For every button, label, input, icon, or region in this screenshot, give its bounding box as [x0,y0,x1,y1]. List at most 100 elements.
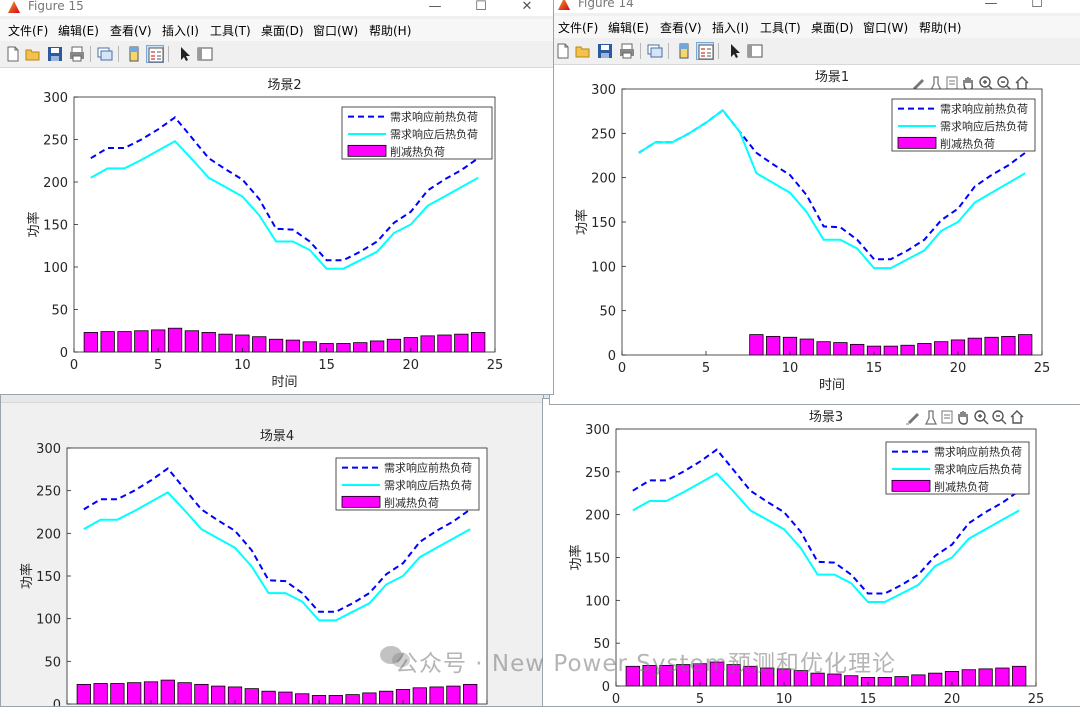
zoom-out-icon[interactable] [991,409,1007,427]
y-tick-label: 300 [585,423,610,438]
menu-item-2[interactable]: 查看(V) [110,24,152,38]
legend-swatch-bar [897,136,937,149]
reduction-bar [278,691,293,705]
menu-item-7[interactable]: 帮助(H) [369,24,412,38]
menu-bar: 文件(F) 编辑(E) 查看(V) 插入(I) 工具(T) 桌面(D) 窗口(W) 帮助(H) [550,16,1080,38]
reduction-bar [268,338,284,353]
y-tick-label: 200 [591,172,616,187]
series-line-before [632,448,1020,595]
menu-item-3[interactable]: 插入(I) [712,21,749,35]
reduction-bar [211,685,226,705]
zoom-in-icon[interactable] [973,409,989,427]
plot-tools-icon[interactable] [746,42,764,60]
title-bar[interactable]: Figure 15 — ☐ ✕ [0,0,553,16]
pan-hand-icon[interactable] [955,409,971,427]
text-edit-icon[interactable] [939,409,955,427]
menu-item-4[interactable]: 工具(T) [210,24,251,38]
y-tick-label: 100 [43,261,68,276]
reduction-bar [117,331,132,353]
y-tick-label: 100 [591,260,616,275]
print-icon[interactable] [618,42,636,60]
plot-tools-icon[interactable] [196,45,214,63]
open-folder-icon[interactable] [574,42,592,60]
legend-icon[interactable] [696,42,714,60]
reduction-bar [201,332,216,353]
minimize-button[interactable]: — [984,0,998,11]
minimize-button[interactable]: — [428,0,442,14]
reduction-bar [160,679,175,705]
colorbar-icon[interactable] [675,42,693,60]
reduction-bar [369,340,385,353]
reduction-bar [83,332,98,353]
chart-title: 场景4 [260,429,294,444]
y-tick-label: 300 [591,83,616,98]
maximize-button[interactable]: ☐ [475,0,487,14]
maximize-button[interactable]: ☐ [1031,0,1043,11]
menu-item-4[interactable]: 工具(T) [760,21,801,35]
link-plot-icon[interactable] [96,45,114,63]
save-disk-icon[interactable] [46,45,64,63]
reduction-bar [412,687,427,705]
zoom-in-icon[interactable] [978,75,994,93]
menu-item-6[interactable]: 窗口(W) [863,21,909,35]
toolbar-separator [640,43,641,59]
y-tick-label: 150 [43,219,68,234]
pointer-arrow-icon[interactable] [726,42,744,60]
y-tick-label: 150 [591,216,616,231]
x-tick-label: 15 [866,361,883,376]
reduction-bar [134,330,149,353]
brush-icon[interactable] [905,409,921,427]
pointer-arrow-icon[interactable] [176,45,194,63]
menu-item-2[interactable]: 查看(V) [660,21,702,35]
save-disk-icon[interactable] [596,42,614,60]
x-tick-label: 10 [782,361,799,376]
link-plot-icon[interactable] [646,42,664,60]
title-bar[interactable]: Figure 14 — ☐ [550,0,1080,13]
menu-item-7[interactable]: 帮助(H) [919,21,962,35]
menu-item-0[interactable]: 文件(F) [8,24,49,38]
pan-hand-icon[interactable] [960,75,976,93]
reduction-bar [167,327,183,353]
reduction-bar [1012,665,1027,687]
legend-label: 需求响应前热负荷 [934,445,1022,459]
colorbar-icon[interactable] [125,45,143,63]
menu-item-3[interactable]: 插入(I) [162,24,199,38]
reduction-bar [328,695,343,705]
open-folder-icon[interactable] [24,45,42,63]
reduction-bar [244,688,259,705]
y-tick-label: 100 [585,594,610,609]
x-tick-label: 25 [1028,692,1045,706]
menu-item-1[interactable]: 编辑(E) [58,24,99,38]
legend-icon[interactable] [146,45,164,63]
toolbar-separator [668,43,669,59]
data-tip-icon[interactable] [923,409,939,427]
y-tick-label: 50 [599,305,616,320]
reduction-bar [252,336,267,353]
chart-scene-1: 0 5 10 15 20 25050100150200250300场景1时间功率需求响应前… [574,70,1050,393]
menu-item-6[interactable]: 窗口(W) [313,24,359,38]
home-icon[interactable] [1009,409,1025,427]
reduction-bar [302,341,317,353]
y-tick-label: 50 [44,655,61,670]
menu-item-1[interactable]: 编辑(E) [608,21,649,35]
toolbar-separator [90,46,91,62]
x-tick-label: 0 [612,692,620,706]
x-tick-label: 10 [234,358,251,373]
reduction-bar [894,676,909,687]
reduction-bar [93,683,108,705]
menu-item-5[interactable]: 桌面(D) [811,21,854,35]
print-icon[interactable] [68,45,86,63]
reduction-bar [883,345,898,356]
menu-item-5[interactable]: 桌面(D) [261,24,304,38]
toolbar-separator [718,43,719,59]
close-button[interactable]: ✕ [521,0,533,14]
y-axis-label: 功率 [19,563,35,589]
reduction-bar [420,335,435,353]
reduction-bar [345,694,360,705]
wechat-logo-icon [378,644,412,670]
x-tick-label: 5 [696,692,704,706]
new-figure-icon[interactable] [4,45,22,63]
toolbar-separator [168,46,169,62]
menu-item-0[interactable]: 文件(F) [558,21,599,35]
new-figure-icon[interactable] [554,42,572,60]
